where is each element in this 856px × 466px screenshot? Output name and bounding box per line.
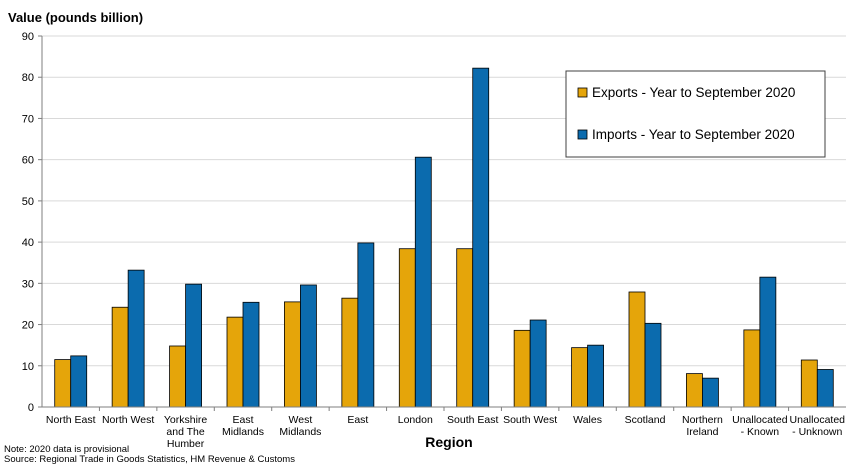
y-axis-ticks: 0 10 20 30 40 50 60 70 80 90 (22, 31, 42, 414)
bar-imports-10 (644, 322, 662, 408)
bar-exports-0 (54, 359, 72, 408)
bar-exports-1 (111, 306, 129, 408)
bar-exports-4 (284, 301, 301, 408)
x-tick-label: Yorkshire (164, 414, 208, 426)
legend-label-exports: Exports - Year to September 2020 (592, 85, 795, 100)
bar-exports-11 (686, 373, 703, 408)
x-tick-label: Unallocated (732, 414, 788, 426)
x-tick-label: Northern (682, 414, 723, 426)
x-tick-label: Unallocated (790, 414, 846, 426)
x-tick-label: West (289, 414, 313, 426)
x-tick-label: South West (503, 414, 557, 426)
bar-imports-3 (242, 301, 260, 408)
x-tick-label: Scotland (625, 414, 666, 426)
bar-exports-5 (341, 297, 359, 408)
bar-imports-5 (357, 242, 375, 408)
bar-exports-12 (743, 329, 761, 408)
bar-exports-9 (571, 347, 588, 408)
x-tick-label: Midlands (279, 426, 321, 438)
bar-exports-3 (226, 316, 244, 408)
bar-imports-8 (529, 319, 547, 408)
bar-exports-2 (169, 345, 186, 408)
x-tick-label: Wales (573, 414, 602, 426)
bar-exports-6 (398, 248, 416, 408)
x-axis-title: Region (425, 434, 472, 450)
bar-imports-6 (414, 156, 432, 408)
y-tick-label: 90 (22, 31, 34, 43)
bar-imports-0 (70, 355, 88, 408)
y-tick-label: 80 (22, 72, 34, 84)
bar-exports-10 (628, 291, 646, 408)
y-axis-title: Value (pounds billion) (8, 10, 143, 25)
bar-imports-9 (587, 344, 604, 408)
legend-swatch-imports (577, 129, 588, 140)
y-tick-label: 0 (28, 402, 34, 414)
bar-imports-7 (472, 67, 490, 408)
x-tick-label: Ireland (686, 426, 718, 438)
x-tick-label: North West (102, 414, 154, 426)
bars (54, 67, 834, 408)
x-tick-label: East (232, 414, 253, 426)
y-tick-label: 70 (22, 113, 34, 125)
x-tick-label: Midlands (222, 426, 264, 438)
y-tick-label: 10 (22, 361, 34, 373)
legend-swatch-exports (577, 87, 588, 98)
bar-exports-13 (800, 359, 818, 408)
y-tick-label: 60 (22, 155, 34, 167)
y-tick-label: 50 (22, 196, 34, 208)
x-tick-label: London (398, 414, 433, 426)
note-provisional: Note: 2020 data is provisional (4, 444, 130, 455)
bar-imports-1 (127, 269, 145, 408)
bar-exports-7 (456, 248, 474, 408)
legend-label-imports: Imports - Year to September 2020 (592, 127, 795, 142)
bar-imports-11 (702, 377, 719, 408)
gridlines (42, 35, 846, 367)
x-tick-label: and The (166, 426, 204, 438)
x-tick-label: - Unknown (792, 426, 842, 438)
x-tick-label: South East (447, 414, 498, 426)
bar-imports-2 (185, 283, 202, 408)
x-tick-label: Humber (167, 438, 205, 450)
x-tick-label: North East (46, 414, 96, 426)
x-tick-label: East (347, 414, 368, 426)
bar-imports-12 (759, 276, 777, 408)
legend: Exports - Year to September 2020 Imports… (565, 70, 826, 158)
note-source: Source: Regional Trade in Goods Statisti… (4, 454, 295, 465)
y-tick-label: 20 (22, 320, 34, 332)
y-tick-label: 30 (22, 278, 34, 290)
y-tick-label: 40 (22, 237, 34, 249)
bar-imports-4 (300, 284, 317, 408)
x-tick-label: - Known (741, 426, 780, 438)
legend-box (565, 70, 826, 158)
bar-imports-13 (816, 369, 834, 408)
bar-exports-8 (513, 329, 531, 408)
